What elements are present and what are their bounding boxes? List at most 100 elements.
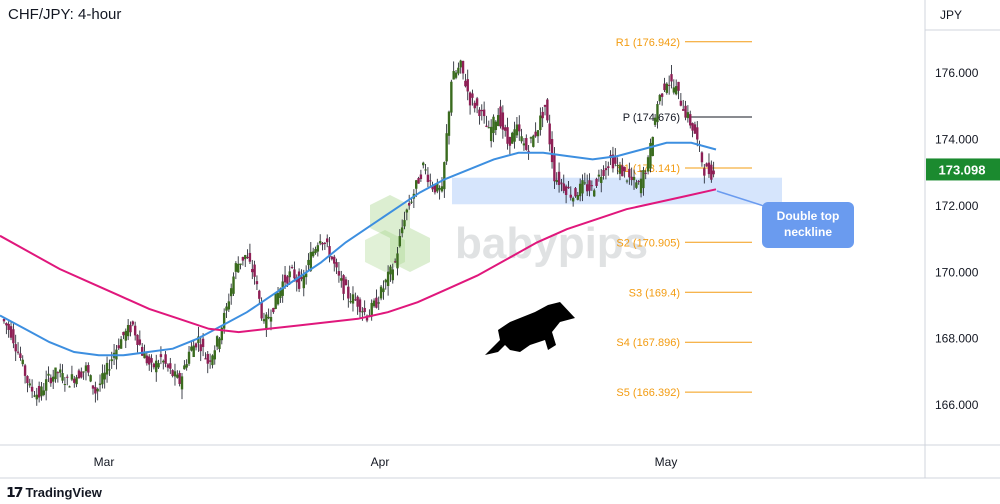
candle-body (595, 178, 598, 186)
candle-body (424, 169, 427, 171)
candle-body (489, 126, 493, 142)
candle-body (260, 302, 263, 319)
candle-body (515, 124, 519, 136)
candle-body (49, 377, 53, 384)
candle-body (169, 363, 172, 369)
candle-body (351, 294, 355, 304)
candle-body (178, 372, 181, 384)
candle-body (213, 350, 216, 360)
candle-body (496, 115, 500, 127)
candle-body (253, 264, 256, 277)
candle-body (171, 370, 174, 376)
candle-body (710, 164, 713, 180)
candle-body (501, 112, 505, 130)
candle-body (389, 266, 392, 275)
candle-body (691, 123, 694, 131)
y-tick-label: 172.000 (935, 199, 979, 213)
callout-pointer (716, 190, 765, 207)
candle-body (667, 84, 671, 86)
last-price-label: 173.098 (939, 162, 986, 177)
moving-average-slow (0, 188, 717, 334)
candle-body (56, 372, 60, 374)
candle-body (569, 194, 572, 198)
candle-body (382, 288, 385, 293)
candle-body (258, 290, 261, 299)
candle-body (461, 60, 465, 74)
candle-body (459, 60, 462, 68)
candle-body (342, 275, 345, 294)
candle-body (365, 315, 369, 321)
x-tick-label: Mar (94, 455, 115, 469)
candle-body (290, 267, 294, 269)
candle-body (555, 180, 558, 183)
candle-body (33, 395, 36, 397)
candle-body (251, 268, 254, 273)
candle-body (265, 314, 268, 330)
y-tick-label: 176.000 (935, 66, 979, 80)
candle-body (539, 115, 542, 130)
candle-body (311, 251, 315, 257)
candle-body (583, 182, 587, 184)
tradingview-brand: 𝟭𝟳 TradingView (6, 484, 102, 501)
candle-body (148, 356, 151, 365)
candle-body (5, 323, 8, 326)
candle-body (436, 183, 439, 192)
candle-body (176, 374, 179, 378)
candle-body (670, 74, 673, 82)
candle-body (288, 271, 291, 278)
candle-body (297, 271, 301, 289)
candle-body (61, 373, 64, 381)
candle-body (473, 102, 476, 109)
candle-body (94, 387, 97, 394)
candle-body (309, 251, 313, 271)
candle-body (234, 263, 238, 272)
candle-body (375, 297, 378, 308)
candle-body (68, 386, 71, 388)
candle-body (625, 180, 629, 182)
candle-body (546, 99, 549, 121)
candle-body (347, 286, 350, 299)
candle-body (440, 186, 444, 192)
candle-body (363, 307, 366, 312)
candle-body (541, 111, 544, 119)
candle-body (276, 293, 280, 305)
candle-body (304, 273, 308, 278)
candle-body (222, 312, 226, 329)
candle-body (157, 363, 160, 368)
candle-body (241, 256, 245, 261)
candle-body (574, 188, 577, 197)
candle-body (244, 255, 247, 260)
candle-body (621, 165, 624, 177)
candle-body (84, 365, 88, 372)
candle-body (660, 93, 664, 97)
candle-body (229, 288, 233, 297)
candle-body (480, 109, 483, 112)
candle-body (564, 186, 568, 195)
bull-icon (485, 302, 575, 355)
candle-body (150, 358, 153, 363)
candle-body (314, 249, 317, 254)
candle-body (335, 262, 338, 268)
candle-body (164, 354, 167, 364)
candle-body (522, 143, 526, 146)
candle-body (560, 182, 563, 184)
candle-body (639, 178, 643, 194)
candle-body (588, 180, 591, 191)
candle-body (140, 346, 144, 356)
candle-body (197, 336, 200, 344)
candle-body (63, 384, 67, 386)
candle-body (471, 93, 474, 98)
candle-body (550, 139, 554, 163)
candle-body (438, 187, 441, 190)
candle-body (513, 129, 516, 142)
candle-body (525, 138, 528, 150)
candle-body (295, 277, 298, 283)
candle-body (96, 388, 99, 392)
candle-body (712, 170, 715, 175)
pivot-label: P (174.676) (623, 112, 680, 124)
currency-label[interactable]: JPY (940, 8, 963, 22)
candle-body (393, 261, 397, 263)
candle-body (330, 256, 334, 260)
